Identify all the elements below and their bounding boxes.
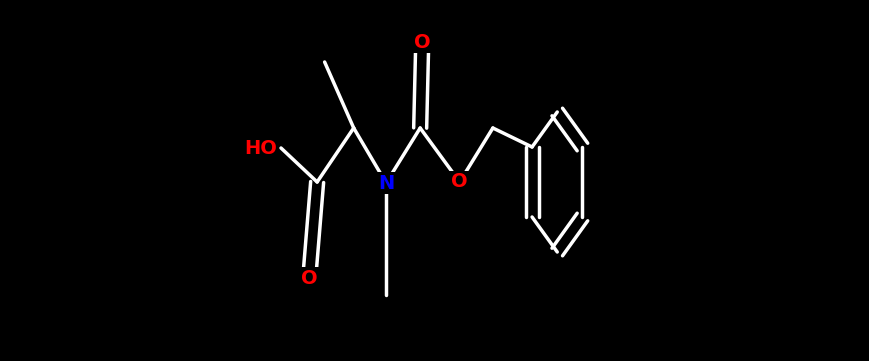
Text: O: O bbox=[451, 173, 468, 191]
Text: O: O bbox=[301, 269, 317, 287]
Text: O: O bbox=[414, 32, 430, 52]
Text: HO: HO bbox=[244, 139, 277, 157]
Text: N: N bbox=[378, 174, 395, 192]
